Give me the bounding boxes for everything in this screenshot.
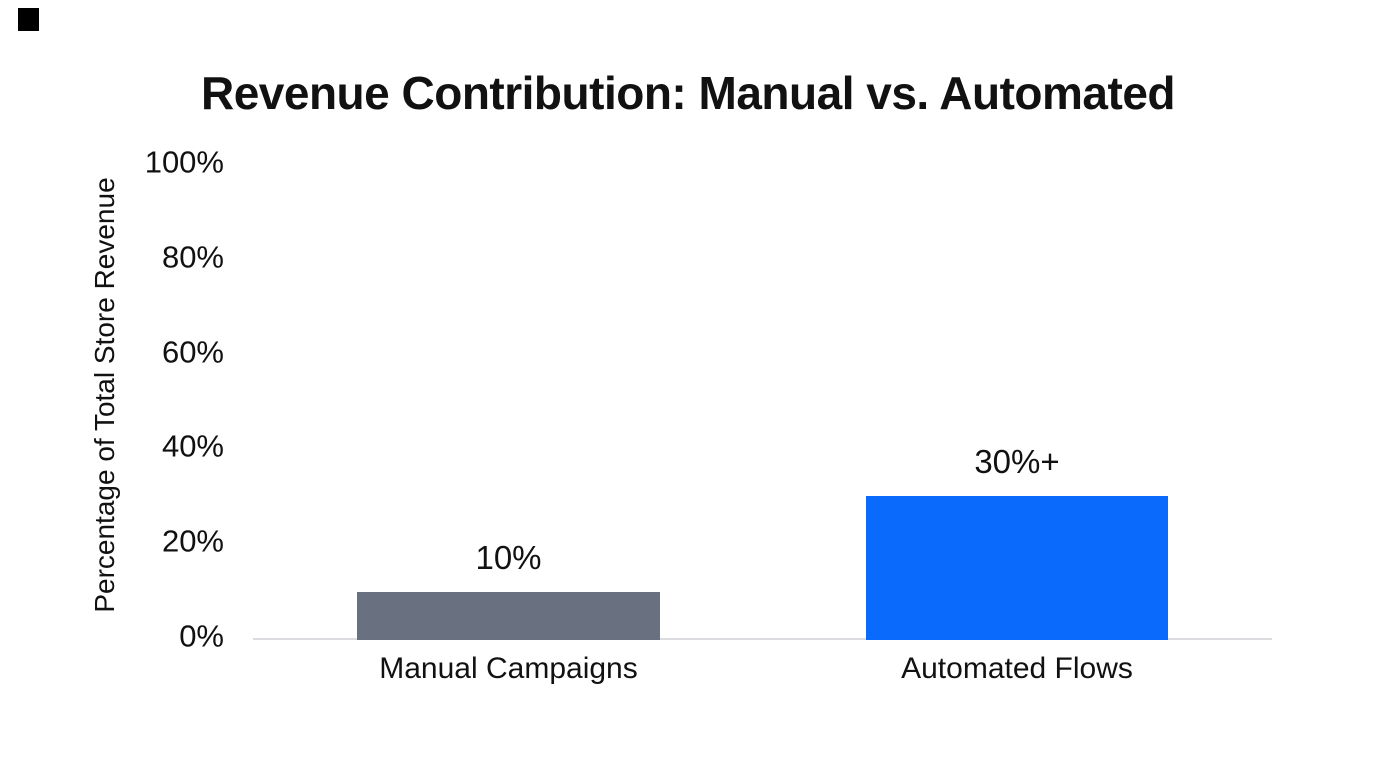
y-tick-label-0: 0% bbox=[179, 618, 224, 654]
x-category-label-manual: Manual Campaigns bbox=[379, 652, 638, 685]
bar-manual-campaigns bbox=[357, 592, 660, 640]
bar-automated-flows bbox=[866, 496, 1168, 640]
y-axis-title: Percentage of Total Store Revenue bbox=[89, 177, 120, 613]
x-category-label-automated: Automated Flows bbox=[901, 652, 1133, 685]
x-axis-baseline bbox=[253, 638, 1272, 640]
y-tick-label-40: 40% bbox=[161, 428, 224, 464]
y-tick-label-60: 60% bbox=[161, 334, 224, 370]
chart-title: Revenue Contribution: Manual vs. Automat… bbox=[200, 67, 1176, 119]
corner-mark bbox=[18, 8, 39, 31]
bar-value-label-manual: 10% bbox=[475, 539, 542, 577]
y-tick-label-100: 100% bbox=[144, 144, 224, 180]
y-tick-label-20: 20% bbox=[161, 523, 224, 559]
bar-value-label-automated: 30%+ bbox=[974, 443, 1060, 481]
y-tick-label-80: 80% bbox=[161, 239, 224, 275]
